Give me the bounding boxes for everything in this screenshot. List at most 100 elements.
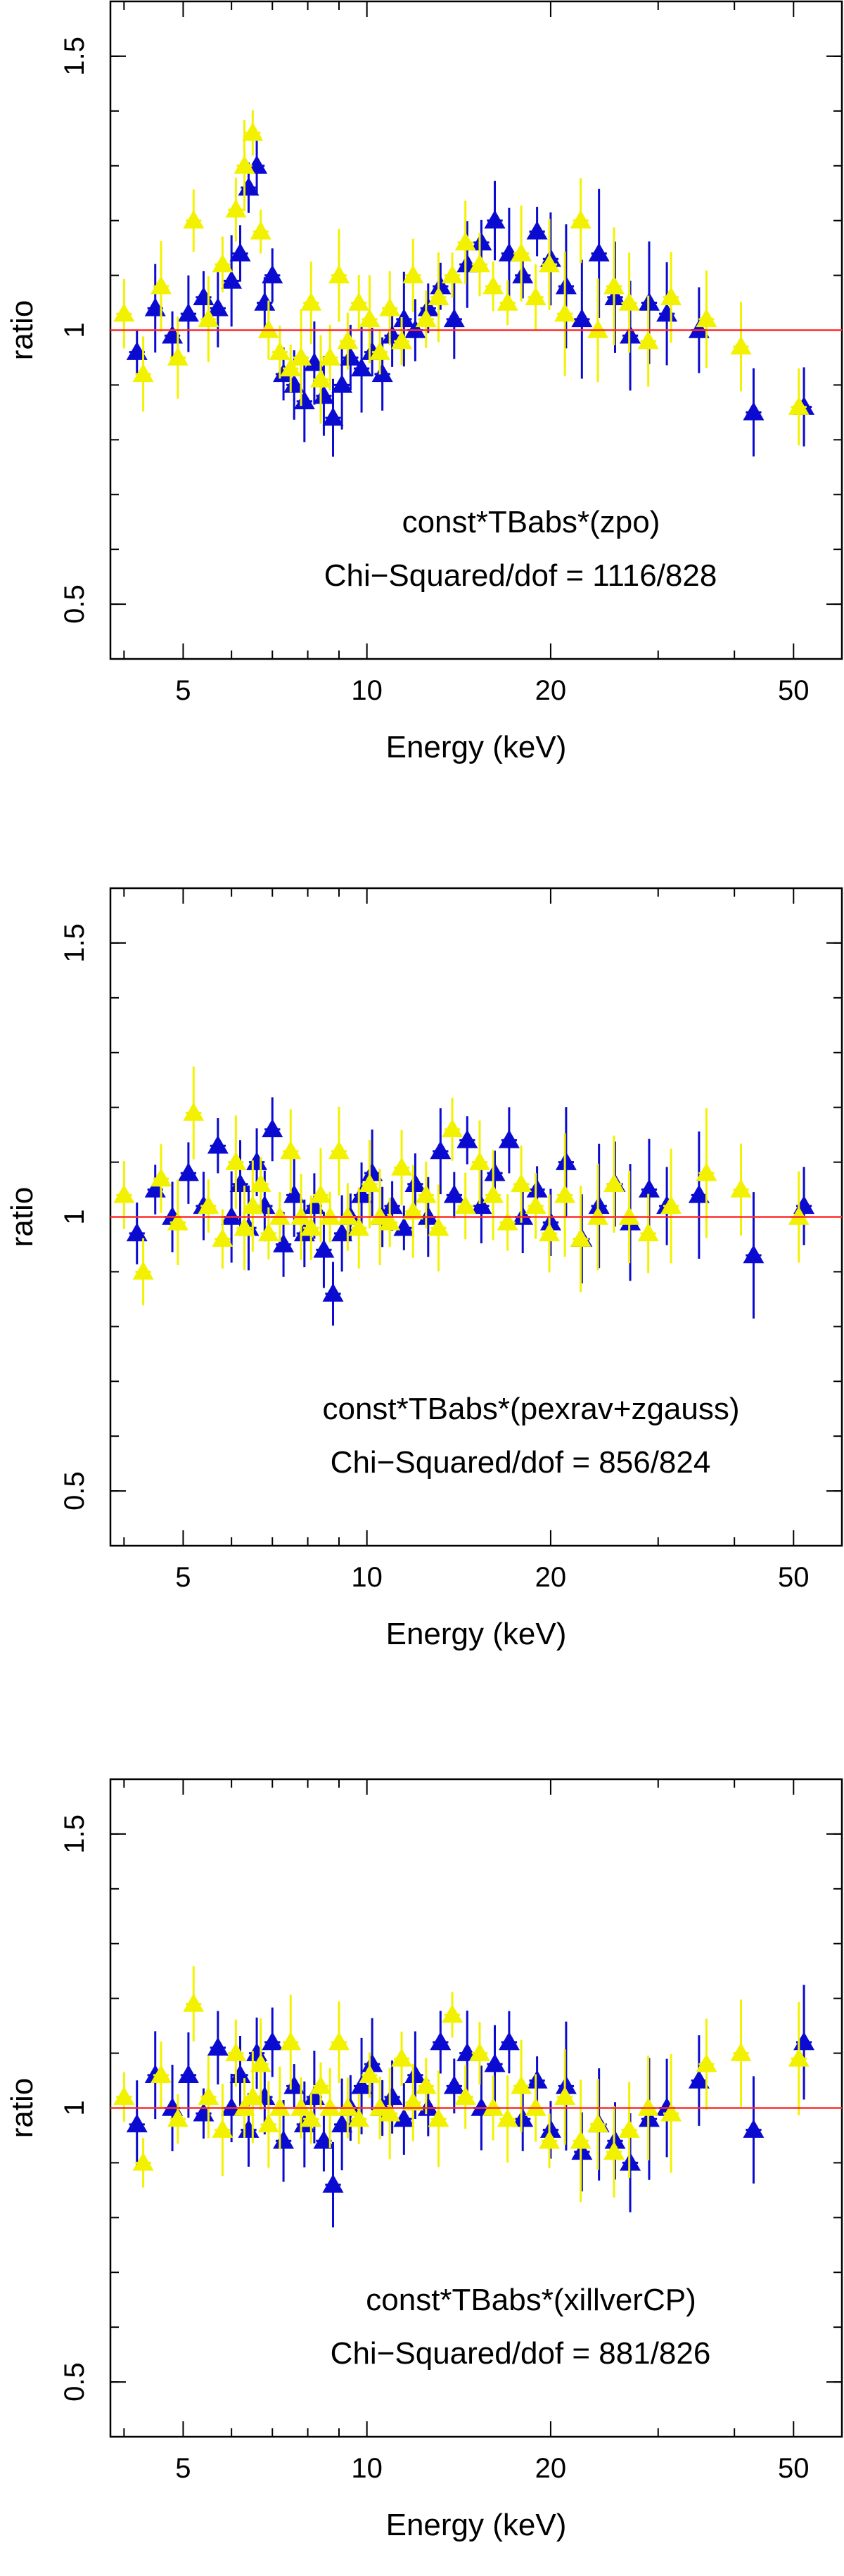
triangle-marker bbox=[539, 254, 561, 273]
triangle-marker bbox=[637, 2097, 659, 2116]
triangle-marker bbox=[525, 1195, 546, 1215]
data-point bbox=[570, 1185, 592, 1293]
triangle-marker bbox=[132, 2152, 154, 2171]
triangle-marker bbox=[126, 2113, 148, 2133]
triangle-marker bbox=[618, 2119, 640, 2138]
series-fpmb bbox=[113, 1066, 810, 1306]
triangle-marker bbox=[511, 2075, 532, 2094]
triangle-marker bbox=[555, 276, 577, 295]
triangle-marker bbox=[603, 276, 625, 295]
triangle-marker bbox=[587, 1206, 609, 1225]
data-point bbox=[428, 252, 449, 342]
triangle-marker bbox=[331, 1222, 353, 1242]
triangle-marker bbox=[238, 2119, 260, 2138]
triangle-marker bbox=[570, 1228, 592, 1247]
triangle-marker bbox=[511, 243, 532, 262]
data-point bbox=[430, 2011, 452, 2074]
data-point bbox=[588, 1143, 610, 1269]
triangle-marker bbox=[328, 2032, 350, 2051]
data-point bbox=[443, 2058, 465, 2114]
data-point bbox=[443, 279, 465, 359]
data-point bbox=[369, 329, 391, 375]
data-point bbox=[570, 2080, 592, 2203]
triangle-marker bbox=[430, 2032, 452, 2051]
data-point bbox=[234, 1185, 255, 1271]
triangle-marker bbox=[246, 1151, 268, 1170]
data-point bbox=[234, 120, 255, 212]
data-point bbox=[571, 2112, 593, 2192]
triangle-marker bbox=[359, 308, 381, 328]
triangle-marker bbox=[151, 1167, 172, 1187]
data-point bbox=[454, 200, 476, 285]
triangle-marker bbox=[362, 2053, 383, 2072]
data-point bbox=[309, 335, 331, 424]
triangle-marker bbox=[587, 319, 609, 338]
triangle-marker bbox=[788, 2048, 810, 2067]
data-point bbox=[603, 1135, 625, 1233]
triangle-marker bbox=[262, 2032, 283, 2051]
data-point bbox=[430, 1108, 452, 1195]
triangle-marker bbox=[415, 2075, 437, 2094]
triangle-marker bbox=[482, 2097, 504, 2116]
triangle-marker bbox=[198, 308, 219, 328]
triangle-marker bbox=[262, 1118, 283, 1138]
data-point bbox=[177, 1142, 199, 1204]
data-point bbox=[788, 368, 810, 446]
data-point bbox=[362, 2018, 383, 2110]
triangle-marker bbox=[290, 2097, 312, 2116]
triangle-marker bbox=[696, 2053, 717, 2072]
data-point bbox=[696, 2018, 717, 2110]
data-point bbox=[393, 271, 415, 367]
triangle-marker bbox=[331, 374, 353, 393]
triangle-marker bbox=[269, 341, 290, 360]
y-axis-label: ratio bbox=[5, 1187, 39, 1248]
data-point bbox=[660, 2053, 682, 2173]
y-tick-label: 1 bbox=[59, 2100, 90, 2115]
data-point bbox=[511, 2039, 532, 2132]
triangle-marker bbox=[242, 2086, 264, 2106]
triangle-marker bbox=[362, 1162, 383, 1181]
data-point bbox=[482, 1150, 504, 1241]
data-point bbox=[793, 1985, 815, 2100]
triangle-marker bbox=[309, 1184, 331, 1203]
triangle-marker bbox=[443, 2075, 465, 2094]
data-point bbox=[212, 1209, 234, 1269]
data-point bbox=[225, 1115, 247, 1209]
data-point bbox=[126, 2080, 148, 2169]
triangle-marker bbox=[555, 1151, 577, 1170]
data-point bbox=[743, 2076, 765, 2184]
data-point bbox=[618, 2082, 640, 2178]
data-point bbox=[348, 2094, 370, 2144]
triangle-marker bbox=[526, 1179, 548, 1198]
data-point bbox=[207, 1118, 229, 1174]
triangle-marker bbox=[404, 319, 426, 338]
data-point bbox=[113, 2072, 135, 2122]
data-point bbox=[167, 1179, 188, 1266]
triangle-marker bbox=[497, 292, 518, 311]
data-point bbox=[571, 259, 593, 379]
data-point bbox=[402, 1165, 424, 1258]
triangle-marker bbox=[638, 1179, 660, 1198]
data-point bbox=[618, 252, 640, 353]
triangle-marker bbox=[167, 2108, 188, 2127]
data-point bbox=[788, 2001, 810, 2115]
data-point bbox=[526, 207, 548, 257]
x-tick-label: 20 bbox=[535, 2453, 567, 2484]
triangle-marker bbox=[229, 243, 251, 262]
triangle-marker bbox=[257, 2113, 279, 2133]
triangle-marker bbox=[443, 308, 465, 328]
triangle-marker bbox=[417, 2097, 439, 2116]
data-point bbox=[359, 1139, 381, 1229]
triangle-marker bbox=[637, 331, 659, 350]
triangle-marker bbox=[498, 1129, 520, 1148]
data-point bbox=[381, 2060, 403, 2134]
triangle-marker bbox=[512, 264, 534, 283]
data-point bbox=[348, 274, 370, 331]
triangle-marker bbox=[183, 210, 205, 229]
triangle-marker bbox=[319, 2097, 341, 2116]
triangle-marker bbox=[351, 358, 373, 377]
triangle-marker bbox=[468, 254, 490, 273]
data-point bbox=[730, 302, 752, 392]
data-point bbox=[743, 1192, 765, 1319]
data-point bbox=[177, 2032, 199, 2118]
